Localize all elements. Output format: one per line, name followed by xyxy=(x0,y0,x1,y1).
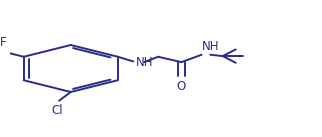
Text: Cl: Cl xyxy=(52,104,63,117)
Text: F: F xyxy=(0,36,7,49)
Text: NH: NH xyxy=(136,56,153,69)
Text: NH: NH xyxy=(202,40,220,53)
Text: O: O xyxy=(177,80,186,93)
